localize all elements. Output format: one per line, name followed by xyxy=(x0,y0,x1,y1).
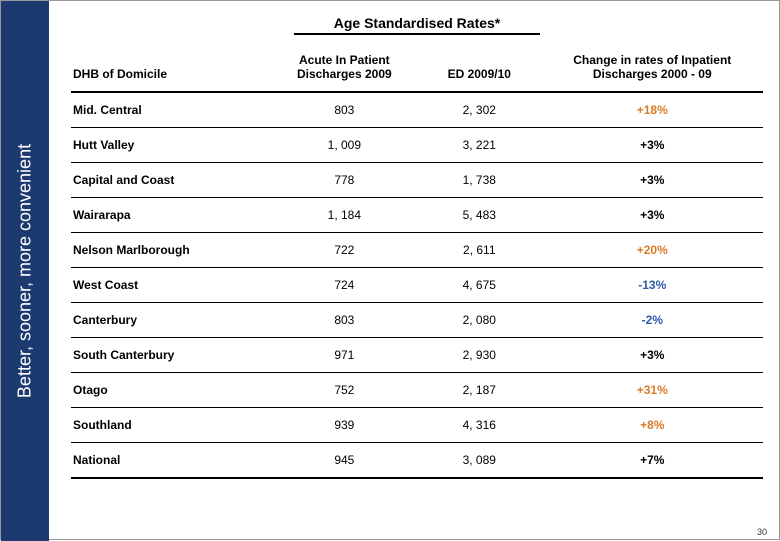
cell-ed: 4, 675 xyxy=(417,268,542,303)
cell-acute: 724 xyxy=(272,268,417,303)
table-row: Canterbury8032, 080-2% xyxy=(71,303,763,338)
cell-acute: 752 xyxy=(272,373,417,408)
cell-ed: 2, 080 xyxy=(417,303,542,338)
col-header-dhb: DHB of Domicile xyxy=(71,41,272,92)
cell-change: +3% xyxy=(542,163,763,198)
page-title: Age Standardised Rates* xyxy=(294,13,541,35)
cell-ed: 2, 187 xyxy=(417,373,542,408)
cell-acute: 722 xyxy=(272,233,417,268)
cell-acute: 971 xyxy=(272,338,417,373)
cell-dhb: Canterbury xyxy=(71,303,272,338)
table-header-row: DHB of Domicile Acute In Patient Dischar… xyxy=(71,41,763,92)
cell-dhb: National xyxy=(71,443,272,479)
cell-dhb: Southland xyxy=(71,408,272,443)
sidebar: Better, sooner, more convenient xyxy=(1,1,49,541)
cell-ed: 2, 930 xyxy=(417,338,542,373)
cell-dhb: Otago xyxy=(71,373,272,408)
rates-table: DHB of Domicile Acute In Patient Dischar… xyxy=(71,41,763,479)
cell-acute: 778 xyxy=(272,163,417,198)
cell-change: +8% xyxy=(542,408,763,443)
cell-change: +3% xyxy=(542,198,763,233)
table-body: Mid. Central8032, 302+18%Hutt Valley1, 0… xyxy=(71,92,763,478)
col-header-change: Change in rates of Inpatient Discharges … xyxy=(542,41,763,92)
table-row: Mid. Central8032, 302+18% xyxy=(71,92,763,128)
table-row: Otago7522, 187+31% xyxy=(71,373,763,408)
cell-change: +18% xyxy=(542,92,763,128)
cell-ed: 4, 316 xyxy=(417,408,542,443)
table-row: Capital and Coast7781, 738+3% xyxy=(71,163,763,198)
cell-dhb: Hutt Valley xyxy=(71,128,272,163)
cell-acute: 939 xyxy=(272,408,417,443)
cell-acute: 1, 009 xyxy=(272,128,417,163)
cell-acute: 945 xyxy=(272,443,417,479)
cell-dhb: Mid. Central xyxy=(71,92,272,128)
cell-acute: 803 xyxy=(272,92,417,128)
cell-change: +3% xyxy=(542,128,763,163)
cell-dhb: Nelson Marlborough xyxy=(71,233,272,268)
table-row: South Canterbury9712, 930+3% xyxy=(71,338,763,373)
cell-change: +31% xyxy=(542,373,763,408)
slide-frame: Better, sooner, more convenient Age Stan… xyxy=(0,0,780,540)
table-row: National9453, 089+7% xyxy=(71,443,763,479)
cell-acute: 803 xyxy=(272,303,417,338)
table-row: Wairarapa1, 1845, 483+3% xyxy=(71,198,763,233)
cell-ed: 2, 302 xyxy=(417,92,542,128)
cell-change: -13% xyxy=(542,268,763,303)
cell-ed: 1, 738 xyxy=(417,163,542,198)
cell-change: +3% xyxy=(542,338,763,373)
table-row: West Coast7244, 675-13% xyxy=(71,268,763,303)
cell-acute: 1, 184 xyxy=(272,198,417,233)
table-row: Hutt Valley1, 0093, 221+3% xyxy=(71,128,763,163)
cell-dhb: South Canterbury xyxy=(71,338,272,373)
cell-change: -2% xyxy=(542,303,763,338)
title-wrap: Age Standardised Rates* xyxy=(71,13,763,35)
sidebar-label: Better, sooner, more convenient xyxy=(15,144,36,398)
cell-change: +7% xyxy=(542,443,763,479)
page-number: 30 xyxy=(757,527,767,537)
table-row: Southland9394, 316+8% xyxy=(71,408,763,443)
cell-ed: 5, 483 xyxy=(417,198,542,233)
cell-dhb: West Coast xyxy=(71,268,272,303)
cell-dhb: Wairarapa xyxy=(71,198,272,233)
content-area: Age Standardised Rates* DHB of Domicile … xyxy=(49,1,780,541)
cell-ed: 3, 221 xyxy=(417,128,542,163)
col-header-acute: Acute In Patient Discharges 2009 xyxy=(272,41,417,92)
cell-ed: 3, 089 xyxy=(417,443,542,479)
col-header-ed: ED 2009/10 xyxy=(417,41,542,92)
table-row: Nelson Marlborough7222, 611+20% xyxy=(71,233,763,268)
cell-ed: 2, 611 xyxy=(417,233,542,268)
cell-change: +20% xyxy=(542,233,763,268)
cell-dhb: Capital and Coast xyxy=(71,163,272,198)
